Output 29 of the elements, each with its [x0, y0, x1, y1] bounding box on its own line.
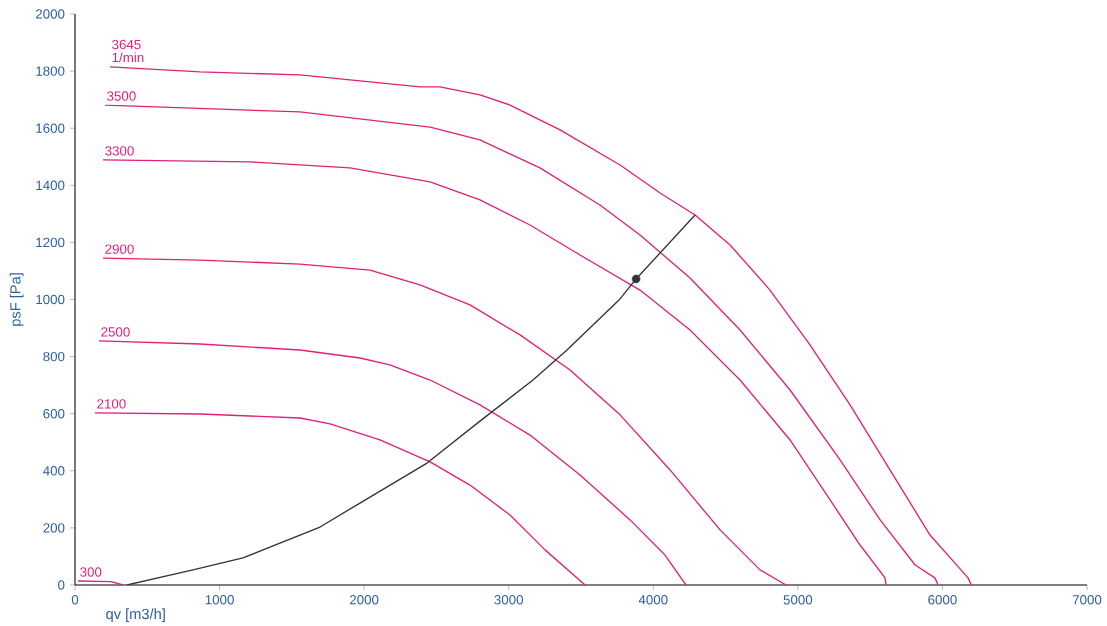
- y-tick-label: 200: [43, 522, 65, 533]
- series-label: 2100: [97, 398, 126, 409]
- y-tick-label: 400: [43, 465, 65, 476]
- series-label: 300: [80, 567, 102, 577]
- y-tick-label: 800: [43, 351, 65, 362]
- y-tick-label: 1200: [36, 237, 65, 247]
- series-label: 3645: [112, 39, 141, 49]
- x-tick-label: 4000: [638, 594, 668, 605]
- x-tick-label: 5000: [783, 594, 813, 605]
- x-axis-title: qv [m3/h]: [106, 608, 165, 622]
- x-tick-label: 2000: [349, 594, 379, 605]
- x-tick-label: 7000: [1072, 594, 1102, 605]
- y-tick-label: 1600: [36, 123, 65, 133]
- x-tick-label: 3000: [494, 594, 524, 605]
- x-tick-label: 6000: [928, 594, 957, 605]
- y-tick-label: 1400: [36, 180, 65, 190]
- y-tick-label: 0: [58, 580, 65, 590]
- y-tick-label: 600: [43, 408, 65, 419]
- y-tick-label: 1800: [36, 66, 65, 76]
- series-label: 2900: [105, 244, 134, 254]
- y-tick-label: 2000: [35, 9, 65, 19]
- annotation: 1/min: [112, 52, 144, 62]
- series-label: 3300: [105, 145, 134, 156]
- x-tick-label: 1000: [205, 594, 234, 605]
- series-label: 3500: [107, 91, 136, 101]
- y-axis-title: psF [Pa]: [9, 273, 24, 326]
- x-tick-label: 0: [71, 594, 79, 605]
- y-tick-label: 1000: [36, 294, 65, 304]
- series-label: 2500: [101, 326, 130, 337]
